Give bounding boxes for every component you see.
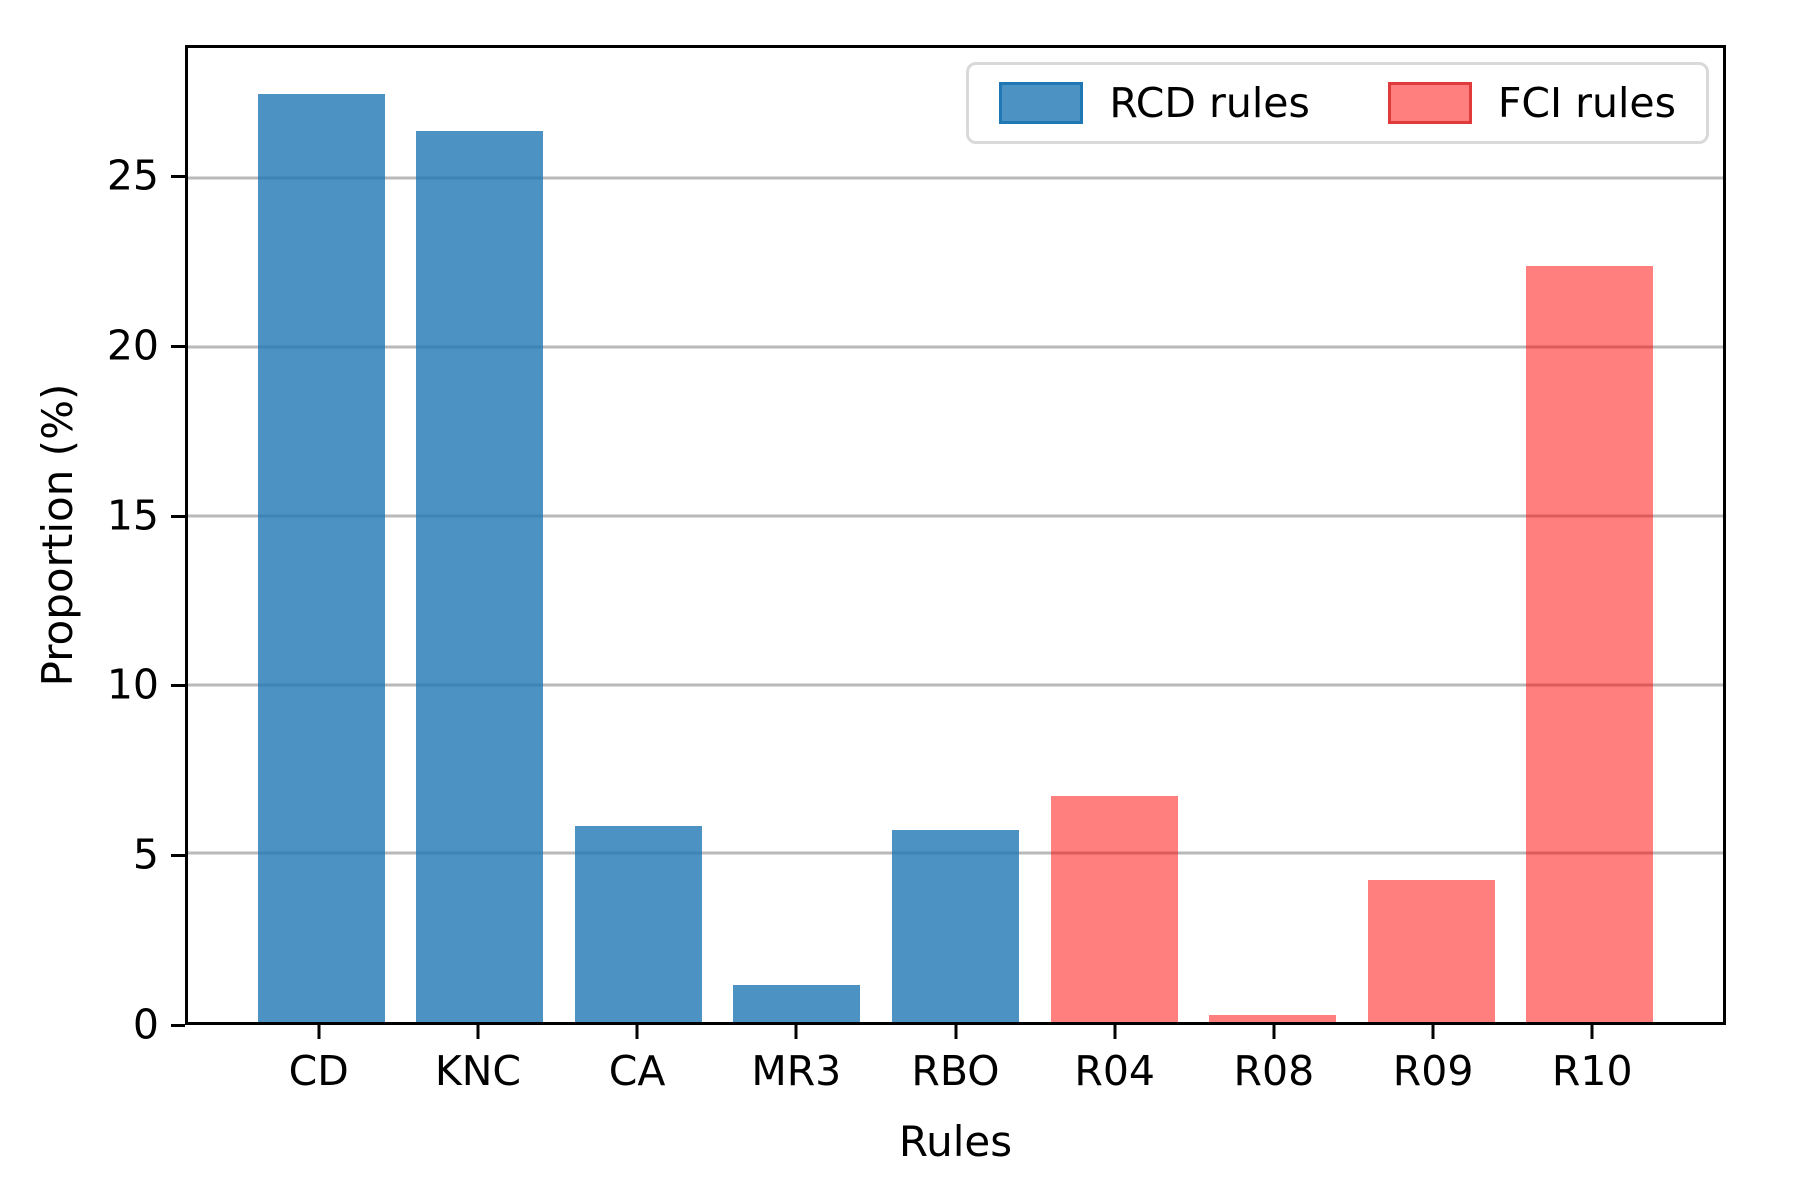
- x-tick-label-R04: R04: [1074, 1047, 1156, 1095]
- x-axis-title: Rules: [898, 1117, 1013, 1166]
- x-axis: Rules CD KNC CA MR3 RBO R04 R08 R09 R10: [185, 1025, 1726, 1200]
- plot-inner: [188, 48, 1723, 1022]
- y-tick-label-20: 20: [106, 321, 159, 370]
- legend-item-rcd: RCD rules: [999, 82, 1310, 124]
- plot-area: RCD rules FCI rules: [185, 45, 1726, 1025]
- y-tick-label-15: 15: [106, 491, 159, 540]
- y-tick-label-25: 25: [106, 151, 159, 200]
- x-tick-mark-R08: [1272, 1025, 1276, 1039]
- bar-R08: [1209, 1015, 1337, 1022]
- x-tick-label-R09: R09: [1392, 1047, 1474, 1095]
- x-tick-mark-CA: [635, 1025, 639, 1039]
- x-tick-mark-R10: [1590, 1025, 1594, 1039]
- y-tick-mark-5: [171, 854, 185, 858]
- y-tick-label-10: 10: [106, 660, 159, 709]
- x-tick-mark-R09: [1431, 1025, 1435, 1039]
- y-tick-mark-10: [171, 684, 185, 688]
- x-tick-label-R08: R08: [1233, 1047, 1315, 1095]
- y-tick-mark-20: [171, 344, 185, 348]
- gridline-25: [188, 176, 1723, 180]
- fci-swatch-icon: [1387, 82, 1472, 124]
- bar-KNC: [416, 131, 544, 1022]
- gridline-15: [188, 514, 1723, 518]
- x-tick-label-MR3: MR3: [751, 1047, 842, 1095]
- y-tick-label-5: 5: [132, 830, 159, 879]
- bar-CA: [574, 826, 702, 1022]
- legend-label-rcd: RCD rules: [1109, 78, 1310, 127]
- x-tick-mark-KNC: [476, 1025, 480, 1039]
- y-tick-label-0: 0: [132, 1000, 159, 1049]
- y-axis: 0 5 10 15 20 25: [0, 45, 185, 1045]
- bar-CD: [257, 93, 385, 1022]
- x-tick-mark-RBO: [954, 1025, 957, 1039]
- y-tick-mark-25: [171, 175, 185, 179]
- legend-label-fci: FCI rules: [1497, 78, 1676, 127]
- legend-item-fci: FCI rules: [1387, 78, 1676, 127]
- x-tick-label-CA: CA: [608, 1047, 666, 1095]
- x-tick-label-CD: CD: [288, 1047, 349, 1095]
- bar-RBO: [892, 829, 1019, 1022]
- x-tick-mark-R04: [1113, 1025, 1117, 1039]
- gridline-20: [188, 345, 1723, 349]
- bar-R04: [1050, 795, 1178, 1022]
- bar-MR3: [733, 984, 861, 1022]
- y-tick-mark-15: [171, 514, 185, 518]
- gridline-10: [188, 683, 1723, 687]
- x-tick-label-KNC: KNC: [434, 1047, 521, 1095]
- x-tick-label-RBO: RBO: [911, 1047, 1000, 1095]
- x-tick-mark-CD: [317, 1025, 321, 1039]
- x-tick-mark-MR3: [794, 1025, 798, 1039]
- bar-R09: [1367, 880, 1495, 1022]
- x-tick-label-R10: R10: [1551, 1047, 1633, 1095]
- y-axis-title: Proportion (%): [33, 383, 82, 687]
- rcd-swatch-icon: [999, 82, 1084, 124]
- y-tick-mark-0: [171, 1024, 185, 1027]
- legend: RCD rules FCI rules: [966, 62, 1709, 144]
- bar-R10: [1526, 266, 1654, 1022]
